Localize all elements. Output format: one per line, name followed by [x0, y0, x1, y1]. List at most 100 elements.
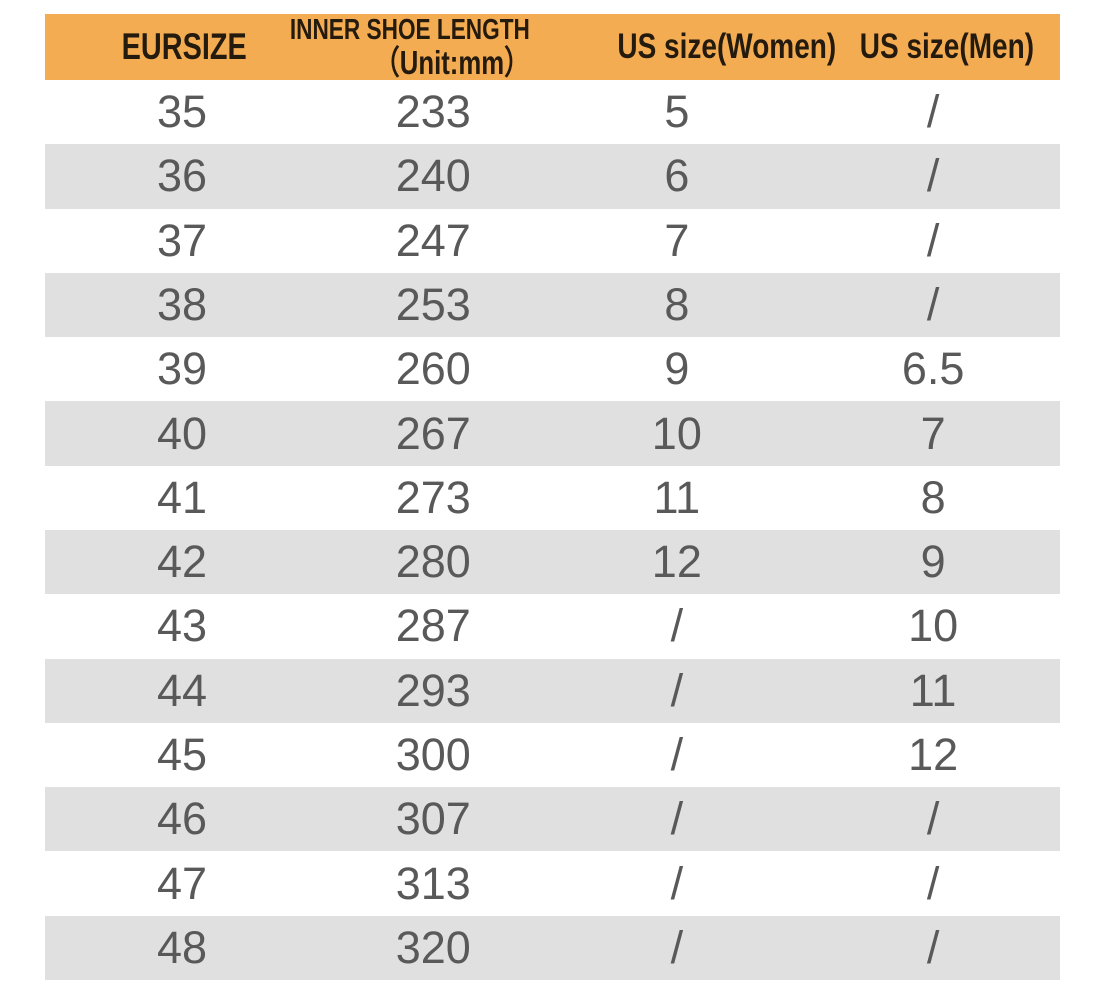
cell-us-size-men: 12	[806, 723, 1060, 787]
cell-value: 10	[908, 600, 959, 652]
cell-value: 9	[664, 343, 690, 395]
table-row: 39 260 9 6.5	[45, 337, 1060, 401]
cell-us-size-women: 9	[547, 337, 806, 401]
cell-eursize: 41	[45, 466, 319, 530]
cell-value: 37	[156, 214, 208, 266]
cell-value: 240	[395, 150, 471, 202]
cell-us-size-women: /	[547, 594, 806, 658]
cell-eursize: 48	[45, 916, 319, 980]
cell-value: 253	[395, 278, 471, 330]
cell-us-size-men: 11	[806, 659, 1060, 723]
cell-value: 38	[156, 278, 208, 330]
cell-inner-shoe-length: 307	[319, 787, 547, 851]
cell-eursize: 35	[45, 80, 319, 144]
cell-value: 40	[156, 407, 208, 459]
table-row: 36 240 6 /	[45, 144, 1060, 209]
table-body: 35 233 5 / 36 240 6 / 37 247 7 / 38 253 8 / 39 260 9 6.5 40 2…	[45, 80, 1060, 980]
cell-value: 47	[156, 857, 208, 909]
cell-value: 36	[156, 150, 208, 202]
cell-value: 6.5	[901, 343, 965, 395]
cell-value: /	[670, 793, 684, 845]
cell-value: 10	[651, 407, 702, 459]
shoe-size-chart: EURSIZE INNER SHOE LENGTH （Unit:mm） US s…	[45, 14, 1060, 980]
cell-value: /	[926, 278, 940, 330]
cell-eursize: 46	[45, 787, 319, 851]
cell-inner-shoe-length: 253	[319, 273, 547, 337]
table-row: 47 313 / /	[45, 851, 1060, 915]
cell-value: /	[926, 793, 940, 845]
table-row: 44 293 / 11	[45, 658, 1060, 723]
cell-value: 273	[395, 471, 471, 523]
cell-value: 48	[156, 921, 208, 973]
cell-inner-shoe-length: 260	[319, 337, 547, 401]
cell-value: /	[670, 857, 684, 909]
cell-us-size-women: /	[547, 659, 806, 723]
cell-value: 42	[156, 536, 208, 588]
cell-us-size-men: /	[806, 144, 1060, 208]
column-header-label-line1: INNER SHOE LENGTH	[290, 13, 531, 46]
table-row: 42 280 12 9	[45, 529, 1060, 595]
cell-value: /	[670, 921, 684, 973]
cell-eursize: 44	[45, 659, 319, 723]
cell-eursize: 45	[45, 723, 319, 787]
cell-value: 41	[156, 471, 208, 523]
column-header-label-line2: （Unit:mm）	[374, 43, 531, 81]
table-row: 43 287 / 10	[45, 594, 1060, 658]
table-row: 37 247 7 /	[45, 209, 1060, 273]
cell-value: /	[926, 921, 940, 973]
cell-value: 320	[395, 921, 471, 973]
cell-inner-shoe-length: 293	[319, 659, 547, 723]
cell-value: /	[670, 600, 684, 652]
cell-value: 12	[651, 536, 702, 588]
cell-inner-shoe-length: 247	[319, 209, 547, 273]
cell-value: 35	[156, 86, 208, 138]
cell-eursize: 42	[45, 530, 319, 594]
cell-value: 12	[908, 728, 959, 780]
cell-us-size-women: /	[547, 787, 806, 851]
cell-us-size-men: 8	[806, 466, 1060, 530]
cell-value: 11	[653, 471, 701, 523]
cell-inner-shoe-length: 240	[319, 144, 547, 208]
cell-eursize: 43	[45, 594, 319, 658]
column-header-us-size-women: US size(Women)	[547, 14, 836, 80]
cell-us-size-men: 6.5	[806, 337, 1060, 401]
cell-us-size-men: /	[806, 916, 1060, 980]
cell-us-size-women: /	[547, 851, 806, 915]
column-header-label: EURSIZE	[121, 26, 247, 67]
cell-inner-shoe-length: 280	[319, 530, 547, 594]
cell-inner-shoe-length: 273	[319, 466, 547, 530]
cell-us-size-women: 12	[547, 530, 806, 594]
cell-eursize: 36	[45, 144, 319, 208]
cell-us-size-men: /	[806, 209, 1060, 273]
cell-us-size-women: /	[547, 916, 806, 980]
cell-eursize: 37	[45, 209, 319, 273]
cell-inner-shoe-length: 300	[319, 723, 547, 787]
cell-value: /	[926, 214, 940, 266]
cell-value: 313	[395, 857, 471, 909]
cell-value: 9	[920, 536, 946, 588]
cell-value: /	[926, 150, 940, 202]
cell-value: 39	[156, 343, 208, 395]
cell-value: 45	[156, 728, 208, 780]
cell-value: 307	[395, 793, 471, 845]
cell-value: 260	[395, 343, 471, 395]
cell-inner-shoe-length: 267	[319, 401, 547, 465]
cell-value: 300	[395, 728, 471, 780]
cell-value: 287	[395, 600, 471, 652]
column-header-label: INNER SHOE LENGTH （Unit:mm）	[290, 13, 531, 81]
cell-us-size-men: /	[806, 787, 1060, 851]
cell-eursize: 47	[45, 851, 319, 915]
cell-inner-shoe-length: 287	[319, 594, 547, 658]
table-row: 46 307 / /	[45, 787, 1060, 852]
cell-value: 280	[395, 536, 471, 588]
cell-eursize: 40	[45, 401, 319, 465]
cell-value: 7	[920, 407, 946, 459]
cell-us-size-men: 9	[806, 530, 1060, 594]
cell-value: 293	[395, 664, 471, 716]
cell-value: 247	[395, 214, 471, 266]
cell-us-size-men: /	[806, 273, 1060, 337]
table-row: 38 253 8 /	[45, 272, 1060, 338]
column-header-eursize: EURSIZE	[45, 14, 319, 80]
cell-value: 11	[909, 664, 957, 716]
cell-value: 6	[664, 150, 690, 202]
